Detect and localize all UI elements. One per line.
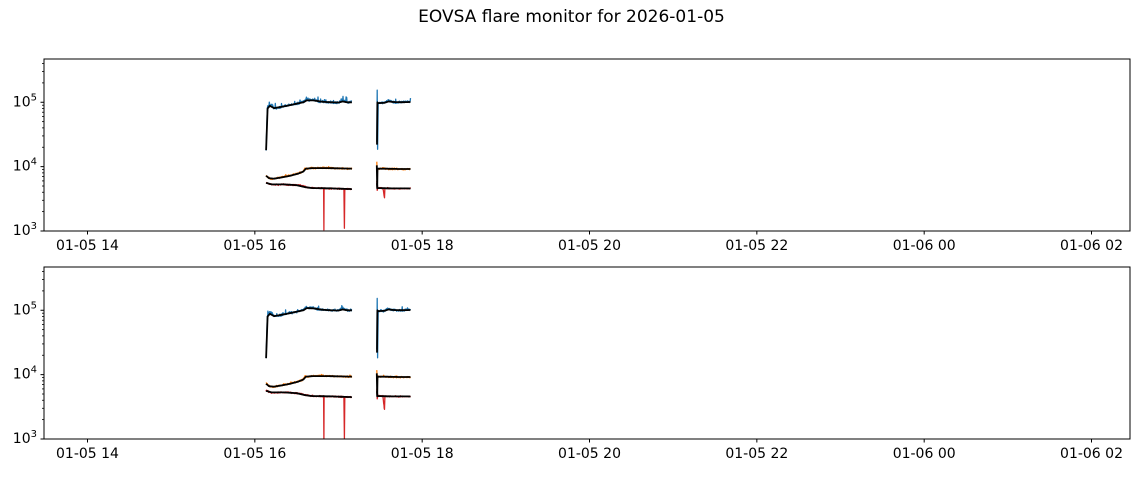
- x-tick-label: 01-05 20: [558, 238, 621, 254]
- y-tick-label: 105: [13, 300, 37, 318]
- series-median-orange: [375, 165, 412, 190]
- x-tick-label: 01-05 22: [725, 446, 788, 462]
- series-raw-blue: [265, 304, 353, 359]
- y-tick-label: 103: [13, 429, 37, 447]
- x-tick-label: 01-05 18: [391, 446, 454, 462]
- y-tick-label: 104: [13, 365, 37, 383]
- series-median-red: [265, 389, 353, 398]
- figure-title: EOVSA flare monitor for 2026-01-05: [418, 7, 725, 27]
- axes-frame: [43, 266, 1131, 440]
- series-raw-blue: [265, 95, 353, 151]
- subplot-lower: 01-05 14 01-05 16 01-05 18 01-05 20 01-05 22…: [13, 266, 1131, 462]
- series-median-orange: [265, 167, 353, 180]
- series-raw-red: [376, 388, 412, 411]
- series-raw-blue: [376, 297, 412, 359]
- x-tick-label: 01-06 02: [1060, 446, 1123, 462]
- series-median-orange: [265, 375, 353, 388]
- series-raw-red: [376, 180, 412, 199]
- series-median-blue: [265, 99, 353, 151]
- x-tick-label: 01-05 14: [56, 446, 119, 462]
- series-raw-orange: [376, 370, 412, 383]
- series-median-red: [265, 181, 353, 190]
- subplot-upper: 01-05 14 01-05 16 01-05 18 01-05 20 01-05 22…: [13, 58, 1131, 254]
- x-tick-label: 01-05 16: [223, 446, 286, 462]
- y-tick-label: 103: [13, 221, 37, 239]
- x-tick-label: 01-05 18: [391, 238, 454, 254]
- x-tick-label: 01-06 02: [1060, 238, 1123, 254]
- series-median-red: [376, 391, 412, 398]
- series-median-red: [376, 183, 412, 190]
- x-tick-label: 01-05 20: [558, 446, 621, 462]
- series-median-blue: [376, 100, 412, 145]
- series-median-blue: [376, 308, 412, 353]
- x-tick-label: 01-06 00: [893, 238, 956, 254]
- y-tick-label: 105: [13, 92, 37, 110]
- series-raw-red: [265, 389, 353, 439]
- series-median-blue: [265, 307, 353, 359]
- series-raw-blue: [376, 89, 412, 150]
- x-tick-label: 01-06 00: [893, 446, 956, 462]
- axes-frame: [43, 58, 1131, 232]
- x-tick-label: 01-05 16: [223, 238, 286, 254]
- series-median-orange: [375, 373, 412, 398]
- x-tick-label: 01-05 14: [56, 238, 119, 254]
- x-tick-label: 01-05 22: [725, 238, 788, 254]
- y-tick-label: 104: [13, 157, 37, 175]
